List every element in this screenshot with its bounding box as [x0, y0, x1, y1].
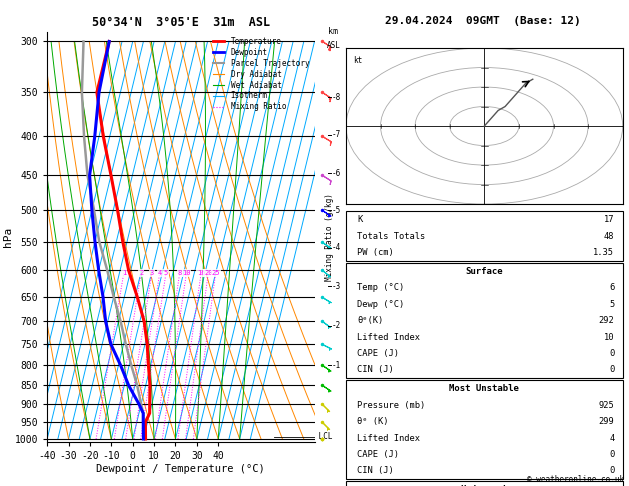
Text: 50°34'N  3°05'E  31m  ASL: 50°34'N 3°05'E 31m ASL	[92, 16, 270, 29]
Text: 10: 10	[604, 332, 615, 342]
Text: Surface: Surface	[465, 267, 503, 276]
Text: Temp (°C): Temp (°C)	[357, 283, 404, 292]
Text: 2: 2	[139, 270, 143, 276]
X-axis label: Dewpoint / Temperature (°C): Dewpoint / Temperature (°C)	[96, 464, 265, 474]
Text: 0: 0	[609, 365, 615, 374]
Text: kt: kt	[353, 56, 362, 65]
Text: 0: 0	[609, 467, 615, 475]
Text: -1: -1	[332, 361, 342, 370]
Text: 16: 16	[197, 270, 206, 276]
Text: -7: -7	[332, 130, 342, 139]
Text: Dewp (°C): Dewp (°C)	[357, 300, 404, 309]
Text: Most Unstable: Most Unstable	[449, 384, 520, 393]
Text: Pressure (mb): Pressure (mb)	[357, 400, 425, 410]
Text: Lifted Index: Lifted Index	[357, 332, 420, 342]
Text: 3: 3	[150, 270, 154, 276]
Text: CIN (J): CIN (J)	[357, 467, 394, 475]
Text: 48: 48	[604, 231, 615, 241]
Text: Totals Totals: Totals Totals	[357, 231, 425, 241]
Text: 0: 0	[609, 349, 615, 358]
Text: 4: 4	[609, 434, 615, 442]
Text: LCL: LCL	[314, 432, 333, 441]
Text: 5: 5	[164, 270, 168, 276]
Text: CAPE (J): CAPE (J)	[357, 450, 399, 459]
Bar	[346, 482, 623, 486]
Text: 4: 4	[158, 270, 162, 276]
Text: PW (cm): PW (cm)	[357, 248, 394, 257]
Text: CAPE (J): CAPE (J)	[357, 349, 399, 358]
Text: 925: 925	[599, 400, 615, 410]
Text: 5: 5	[609, 300, 615, 309]
Bar	[346, 211, 623, 260]
Text: θᵉ (K): θᵉ (K)	[357, 417, 389, 426]
Text: -8: -8	[332, 92, 342, 102]
Text: -6: -6	[332, 169, 342, 178]
Text: 1: 1	[121, 270, 126, 276]
Bar	[346, 263, 623, 378]
Text: θᵉ(K): θᵉ(K)	[357, 316, 383, 325]
Text: Hodograph: Hodograph	[460, 485, 508, 486]
Text: 20: 20	[204, 270, 213, 276]
Text: K: K	[357, 215, 362, 224]
Text: 299: 299	[599, 417, 615, 426]
Text: -4: -4	[332, 243, 342, 252]
Text: 1.35: 1.35	[593, 248, 615, 257]
Text: -2: -2	[332, 321, 342, 330]
Y-axis label: hPa: hPa	[3, 227, 13, 247]
Text: Mixing Ratio (g/kg): Mixing Ratio (g/kg)	[325, 193, 334, 281]
Text: 0: 0	[609, 450, 615, 459]
Legend: Temperature, Dewpoint, Parcel Trajectory, Dry Adiabat, Wet Adiabat, Isotherm, Mi: Temperature, Dewpoint, Parcel Trajectory…	[211, 35, 311, 113]
Text: 6: 6	[609, 283, 615, 292]
Bar	[346, 381, 623, 479]
Text: 17: 17	[604, 215, 615, 224]
Text: Lifted Index: Lifted Index	[357, 434, 420, 442]
Text: CIN (J): CIN (J)	[357, 365, 394, 374]
Text: 10: 10	[182, 270, 191, 276]
Text: km: km	[328, 27, 338, 36]
Text: ASL: ASL	[326, 41, 340, 51]
Text: -3: -3	[332, 282, 342, 291]
Text: 292: 292	[599, 316, 615, 325]
Text: 25: 25	[211, 270, 220, 276]
Text: 29.04.2024  09GMT  (Base: 12): 29.04.2024 09GMT (Base: 12)	[385, 16, 581, 26]
Text: 8: 8	[177, 270, 182, 276]
Text: -5: -5	[332, 206, 342, 215]
Text: © weatheronline.co.uk: © weatheronline.co.uk	[528, 474, 625, 484]
